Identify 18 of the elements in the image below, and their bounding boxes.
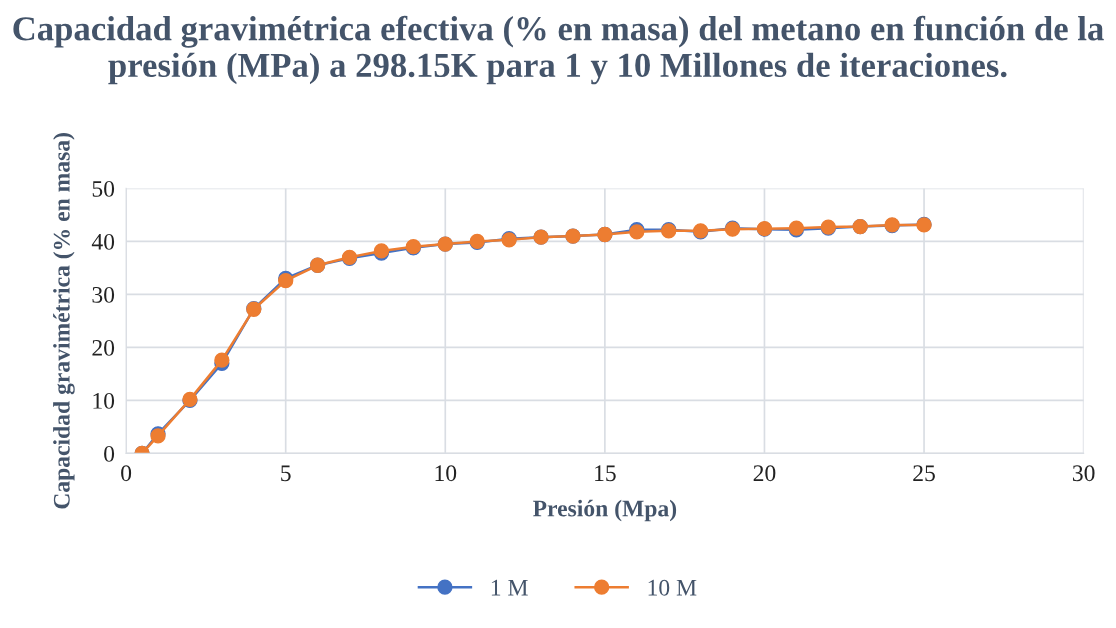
x-tick-label: 0 bbox=[121, 465, 132, 482]
y-axis-title: Capacidad gravimétrica (% en masa) bbox=[53, 133, 75, 509]
y-tick-label: 50 bbox=[92, 180, 115, 197]
chart-title: Capacidad gravimétrica efectiva (% en masa) del metano en función de la presión (MPa) a 298.15K para 1 y 10 Millones de iteraciones. bbox=[13, 15, 1104, 85]
y-tick-label: 40 bbox=[91, 233, 115, 250]
legend-label: 1 M bbox=[491, 579, 528, 596]
y-tick-label: 30 bbox=[92, 286, 115, 303]
x-tick-label: 10 bbox=[435, 465, 457, 482]
x-tick-label: 15 bbox=[595, 465, 616, 482]
x-tick-label: 25 bbox=[913, 465, 935, 482]
x-tick-label: 5 bbox=[281, 465, 291, 482]
y-tick-label: 0 bbox=[104, 445, 115, 462]
x-axis-title: Presión (Mpa) bbox=[533, 499, 677, 522]
legend-label: 10 M bbox=[648, 579, 697, 596]
y-tick-label: 20 bbox=[92, 339, 115, 356]
x-tick-label: 30 bbox=[1072, 465, 1095, 482]
y-tick-label: 10 bbox=[93, 392, 115, 409]
x-tick-label: 20 bbox=[753, 465, 776, 482]
